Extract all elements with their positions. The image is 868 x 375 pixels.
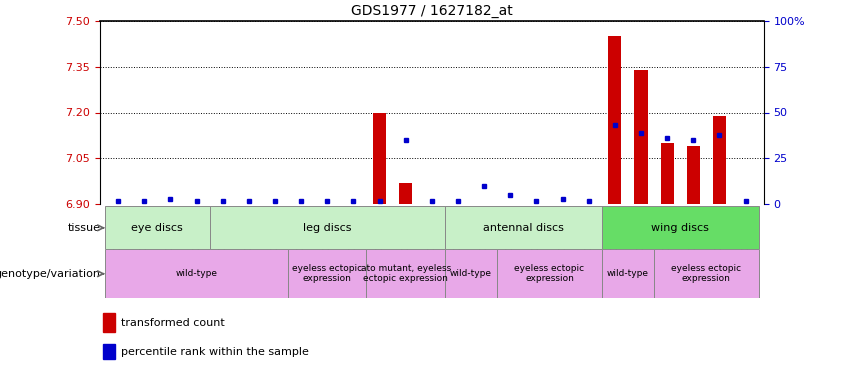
Text: eyeless ectopic
expression: eyeless ectopic expression: [515, 264, 584, 284]
Text: eyeless ectopic
expression: eyeless ectopic expression: [671, 264, 741, 284]
Bar: [373, 112, 386, 204]
Bar: [602, 206, 759, 249]
Bar: [103, 344, 115, 359]
Bar: [445, 206, 602, 249]
Bar: [399, 183, 412, 204]
Text: genotype/variation: genotype/variation: [0, 269, 101, 279]
Text: wing discs: wing discs: [651, 223, 709, 233]
Text: wild-type: wild-type: [450, 269, 492, 278]
Title: GDS1977 / 1627182_at: GDS1977 / 1627182_at: [351, 4, 513, 18]
Text: ato mutant, eyeless
ectopic expression: ato mutant, eyeless ectopic expression: [360, 264, 450, 284]
Bar: [654, 249, 759, 298]
Bar: [105, 206, 209, 249]
Bar: [105, 249, 288, 298]
Text: leg discs: leg discs: [303, 223, 352, 233]
Bar: [103, 313, 115, 332]
Text: percentile rank within the sample: percentile rank within the sample: [121, 347, 309, 357]
Bar: [602, 249, 654, 298]
Bar: [635, 70, 648, 204]
Bar: [687, 146, 700, 204]
Text: wild-type: wild-type: [175, 269, 218, 278]
Bar: [713, 116, 726, 204]
Text: eyeless ectopic
expression: eyeless ectopic expression: [293, 264, 362, 284]
Text: antennal discs: antennal discs: [483, 223, 564, 233]
Text: wild-type: wild-type: [607, 269, 649, 278]
Bar: [366, 249, 445, 298]
Bar: [608, 36, 621, 204]
Text: tissue: tissue: [68, 223, 101, 233]
Bar: [661, 143, 674, 204]
Bar: [209, 206, 445, 249]
Bar: [288, 249, 366, 298]
Text: transformed count: transformed count: [121, 318, 225, 328]
Bar: [445, 249, 497, 298]
Text: eye discs: eye discs: [131, 223, 183, 233]
Bar: [497, 249, 602, 298]
